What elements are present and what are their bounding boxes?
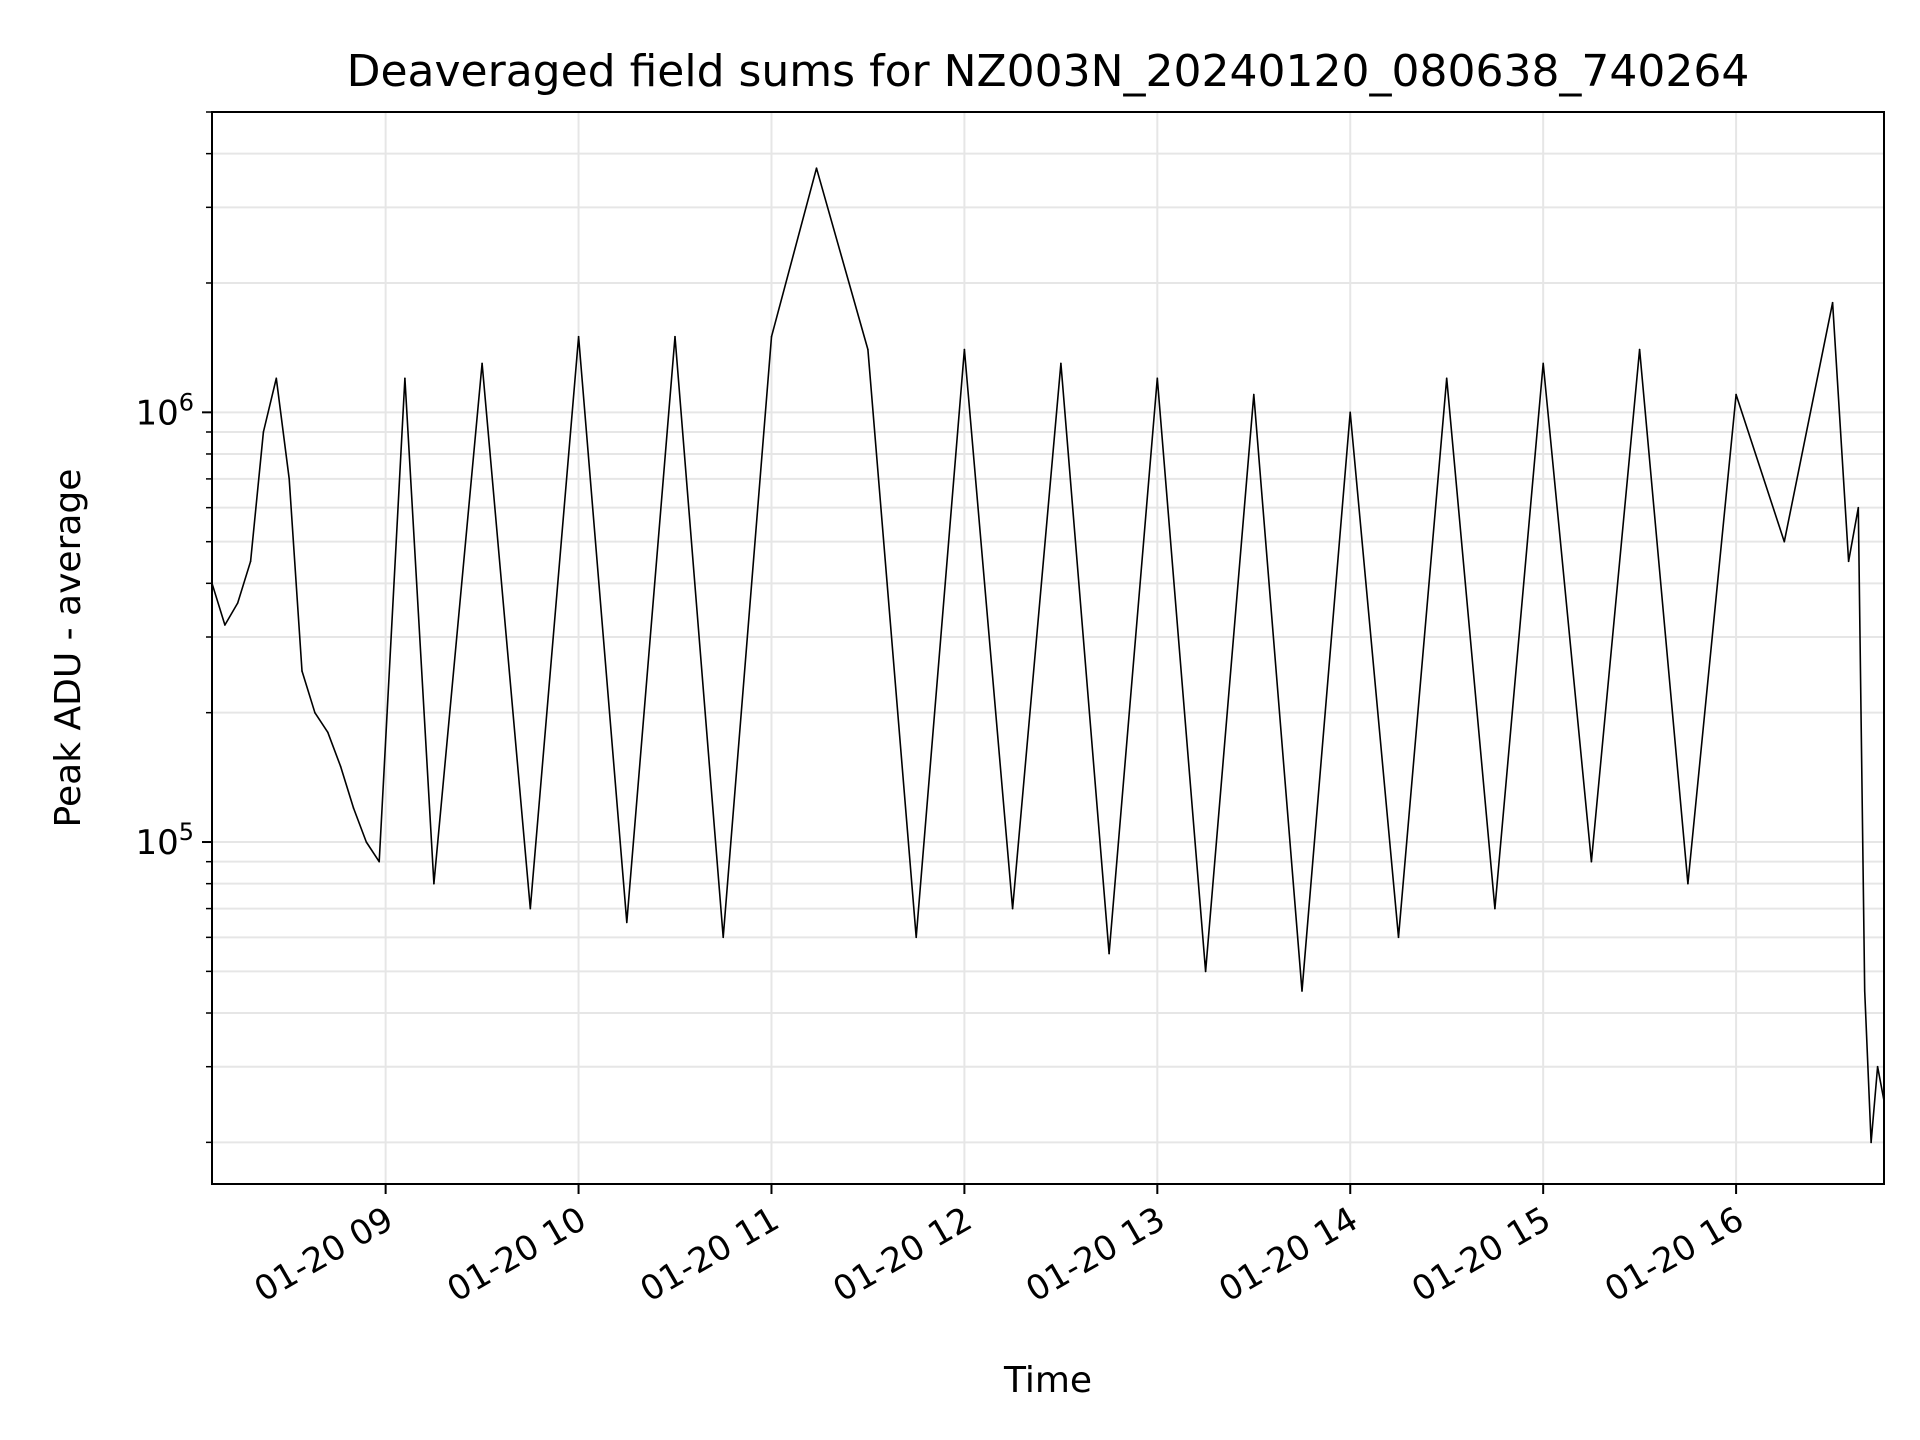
data-point (915, 936, 917, 939)
data-point (1204, 970, 1207, 973)
data-point (275, 377, 278, 380)
data-point (249, 560, 252, 563)
data-point (481, 362, 483, 365)
data-point (722, 936, 724, 939)
data-point (867, 348, 869, 351)
data-point (770, 335, 773, 338)
data-point (1857, 506, 1860, 509)
data-point (433, 882, 435, 885)
data-point (529, 907, 532, 910)
data-point (288, 478, 291, 480)
data-point (352, 807, 355, 809)
data-point (365, 841, 368, 843)
data-point (1060, 362, 1062, 365)
data-point (314, 711, 316, 714)
y-axis-label: Peak ADU - average (48, 469, 89, 828)
data-point (1590, 860, 1593, 863)
data-point (1301, 990, 1303, 992)
data-point (577, 335, 580, 338)
data-point (626, 921, 628, 924)
data-point (224, 624, 226, 626)
data-point (815, 167, 818, 169)
data-point (1397, 936, 1400, 939)
data-point (236, 602, 239, 604)
data-point (327, 731, 329, 734)
y-tick-label: 105 (135, 818, 194, 863)
data-point (1494, 907, 1496, 910)
data-point (339, 765, 342, 768)
data-point (262, 431, 265, 433)
data-point (963, 348, 966, 351)
data-point (1542, 362, 1544, 365)
data-point (1863, 990, 1866, 992)
data-point (1445, 377, 1448, 380)
data-point (1253, 393, 1255, 396)
data-point (301, 670, 303, 672)
data-point (404, 377, 406, 380)
axes-frame (211, 111, 1885, 1185)
data-point (1349, 411, 1351, 414)
data-point (1011, 907, 1014, 910)
data-point (1108, 952, 1110, 955)
data-point (1870, 1141, 1872, 1144)
data-point (378, 860, 381, 863)
data-point (1638, 348, 1641, 351)
x-axis-label: Time (1003, 1360, 1092, 1401)
data-point (674, 335, 676, 338)
chart-title: Deaveraged field sums for NZ003N_2024012… (347, 46, 1750, 97)
y-tick-label: 106 (135, 388, 194, 433)
data-point (1156, 377, 1159, 380)
data-point (1831, 301, 1834, 304)
data-point (1847, 560, 1850, 563)
data-point (1735, 393, 1737, 396)
data-point (1783, 540, 1786, 543)
data-point (1876, 1065, 1879, 1068)
data-point (1687, 882, 1689, 885)
plot-area (211, 167, 1885, 1144)
